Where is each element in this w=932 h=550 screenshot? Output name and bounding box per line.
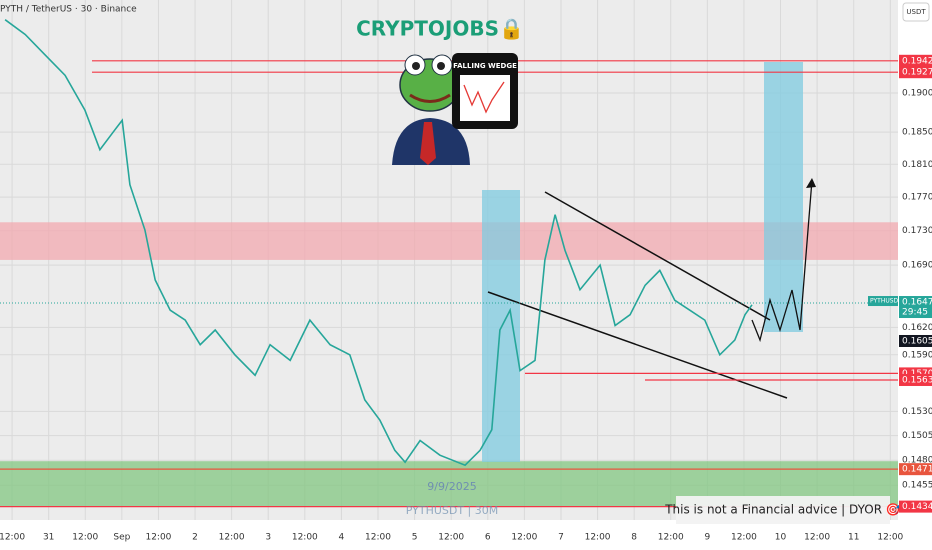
y-tick-label: 0.1730 [902,226,932,236]
y-tick-label: 0.1530 [902,407,932,417]
x-tick-label: 12:00 [0,533,25,543]
chart-title: PYTH / TetherUS · 30 · Binance [0,5,137,15]
price-tag-label: 0.1942 [902,56,932,66]
x-tick-label: 5 [412,533,418,543]
badge: FALLING WEDGE [453,62,517,70]
underlay [0,0,898,520]
last-price-tag [899,296,932,319]
x-tick-label: 31 [43,533,54,543]
zone [0,222,898,260]
price-line [4,19,753,467]
currency: USDT [906,8,926,16]
price-tag [899,373,932,386]
marker-price-tag [899,334,932,347]
y-tick-label: 0.1690 [902,261,932,271]
y-tick-label: 0.1455 [902,481,932,491]
symbol-tag [868,296,898,307]
price-tag-label: 0.1434 [902,502,932,512]
price-tag [899,54,932,67]
x-tick-label: 6 [485,533,491,543]
x-tick-label: 12:00 [219,533,245,543]
trend-line [544,191,771,321]
y-tick-label: 0.1850 [902,128,932,138]
symbol-label: PYTHUSDT [870,298,902,305]
y-tick-label: 0.1480 [902,456,932,466]
x-tick-label: 3 [265,533,271,543]
range-box [482,190,520,462]
arrow-head [806,178,816,188]
x-tick-label: 2 [192,533,198,543]
x-tick-label: 12:00 [72,533,98,543]
y-tick-label: 0.1620 [902,323,932,333]
price-tag-label: 0.1563 [902,375,932,385]
x-tick-label: 12:00 [585,533,611,543]
marker-price-label: 0.1605 [902,336,932,346]
y-tick-label: 0.1810 [902,160,932,170]
y-tick-label: 0.1770 [902,193,932,203]
price-tag-label: 0.1570 [902,369,932,379]
x-tick-label: 12:00 [145,533,171,543]
x-tick-label: 12:00 [292,533,318,543]
watermark: PYTHUSDT | 30M [406,504,499,517]
x-tick-label: 11 [848,533,859,543]
x-tick-label: 4 [339,533,345,543]
x-tick-label: 12:00 [877,533,903,543]
y-tick-label: 0.1900 [902,88,932,98]
price-tag [899,463,932,476]
currency-box [902,2,930,22]
x-tick-label: 9 [704,533,710,543]
mascot: FALLING WEDGE [392,53,518,165]
y-tick-label: 0.1505 [902,431,932,441]
range-box [764,62,803,332]
countdown: 29:45 [902,308,928,318]
x-tick-label: 10 [775,533,787,543]
projection [751,179,813,343]
x-tick-label: 12:00 [731,533,757,543]
x-tick-label: 8 [631,533,637,543]
price-axis [898,0,932,550]
price-tag [899,66,932,79]
price-tag-label: 0.1471 [902,465,932,475]
x-tick-label: 12:00 [365,533,391,543]
x-tick-label: 12:00 [511,533,537,543]
x-tick-label: 12:00 [658,533,684,543]
x-tick-label: 7 [558,533,564,543]
disclaimer: This is not a Financial advice | DYOR 🎯 [664,503,901,517]
x-tick-label: 12:00 [804,533,830,543]
disclaimer-box [676,496,890,524]
price-tag-label: 0.1927 [902,68,932,78]
price-tag [899,500,932,513]
brand: CRYPTOJOBS🔒 [356,17,524,41]
y-tick-label: 0.1590 [902,350,932,360]
date-note: 9/9/2025 [427,480,476,493]
x-tick-label: 12:00 [438,533,464,543]
x-tick-label: Sep [113,533,130,543]
time-axis [0,520,932,550]
last-price-label: 0.1647 [902,298,932,308]
